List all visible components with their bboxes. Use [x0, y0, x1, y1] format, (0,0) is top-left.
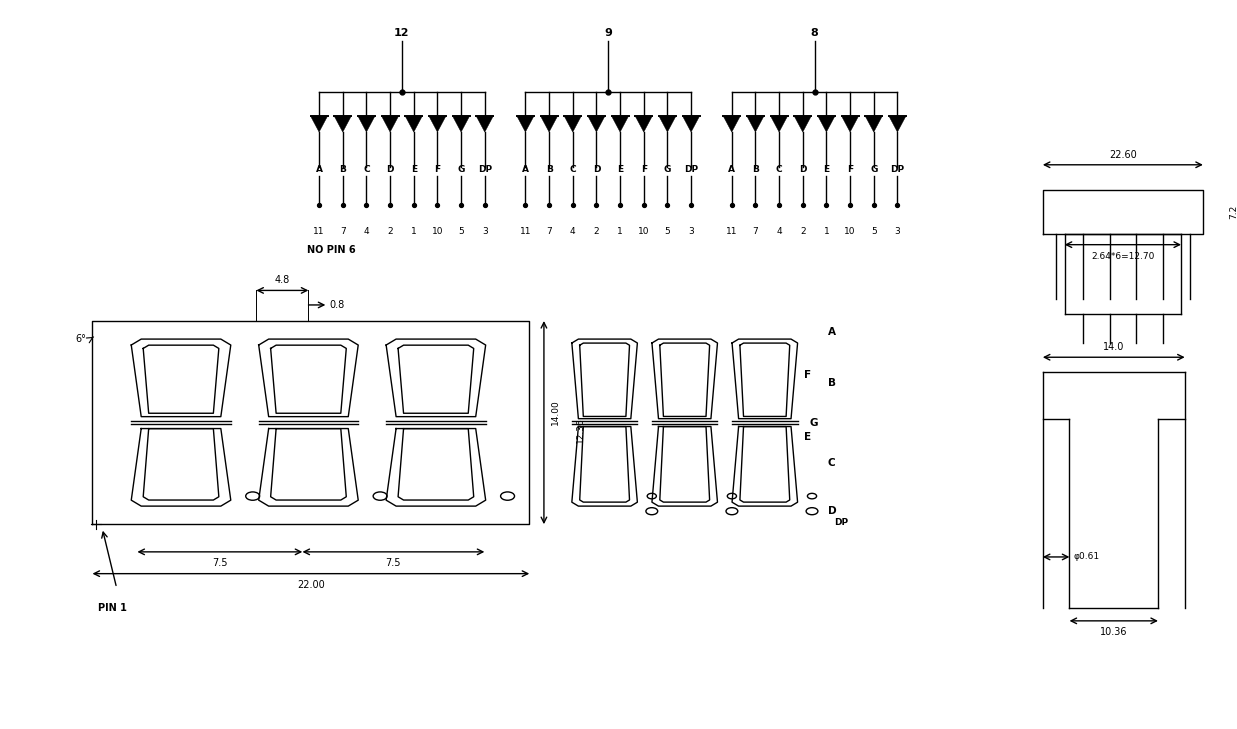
Text: DP: DP: [477, 165, 492, 174]
Polygon shape: [429, 116, 445, 132]
Text: C: C: [569, 165, 576, 174]
Text: 1: 1: [824, 227, 829, 235]
Text: 4.8: 4.8: [275, 276, 289, 285]
Text: 2: 2: [800, 227, 805, 235]
Text: G: G: [458, 165, 465, 174]
Text: DP: DP: [891, 165, 904, 174]
Text: 4: 4: [364, 227, 369, 235]
Polygon shape: [541, 116, 558, 132]
Polygon shape: [310, 116, 328, 132]
Polygon shape: [889, 116, 905, 132]
Text: 10.36: 10.36: [1100, 628, 1127, 637]
Text: A: A: [315, 165, 323, 174]
Text: 7: 7: [547, 227, 552, 235]
Text: 14.00: 14.00: [552, 399, 560, 424]
Text: C: C: [364, 165, 370, 174]
Polygon shape: [334, 116, 351, 132]
Text: 3: 3: [482, 227, 487, 235]
Text: F: F: [804, 370, 810, 381]
Text: PIN 1: PIN 1: [99, 603, 127, 612]
Text: E: E: [411, 165, 417, 174]
Text: 10: 10: [638, 227, 649, 235]
Text: B: B: [828, 378, 836, 388]
Text: D: D: [386, 165, 393, 174]
Text: C: C: [828, 458, 835, 467]
Text: 5: 5: [458, 227, 464, 235]
Text: D: D: [828, 506, 836, 516]
Polygon shape: [747, 116, 764, 132]
Text: NO PIN 6: NO PIN 6: [307, 245, 356, 254]
Text: 1: 1: [411, 227, 417, 235]
Text: C: C: [776, 165, 782, 174]
Text: DP: DP: [834, 518, 849, 526]
Polygon shape: [841, 116, 858, 132]
Polygon shape: [406, 116, 422, 132]
Text: 14.0: 14.0: [1103, 342, 1124, 352]
Text: E: E: [617, 165, 623, 174]
Text: B: B: [752, 165, 758, 174]
Text: 12: 12: [395, 28, 409, 38]
Text: 22.60: 22.60: [1110, 149, 1137, 160]
Text: DP: DP: [684, 165, 698, 174]
Text: 0.8: 0.8: [329, 300, 344, 310]
Text: 2: 2: [594, 227, 599, 235]
Text: 7.5: 7.5: [212, 558, 228, 568]
Polygon shape: [794, 116, 811, 132]
Polygon shape: [771, 116, 788, 132]
Text: B: B: [546, 165, 553, 174]
Text: G: G: [810, 418, 818, 428]
Text: A: A: [828, 327, 836, 337]
Text: 10: 10: [845, 227, 856, 235]
Text: 11: 11: [313, 227, 325, 235]
Text: B: B: [339, 165, 346, 174]
Polygon shape: [381, 116, 398, 132]
Polygon shape: [724, 116, 740, 132]
Text: 10: 10: [432, 227, 443, 235]
Text: 12.36: 12.36: [575, 417, 584, 443]
Text: 1: 1: [617, 227, 623, 235]
Text: 11: 11: [726, 227, 737, 235]
Text: A: A: [729, 165, 735, 174]
Polygon shape: [588, 116, 605, 132]
Text: G: G: [664, 165, 672, 174]
Text: 2.64*6=12.70: 2.64*6=12.70: [1091, 252, 1154, 261]
Polygon shape: [818, 116, 835, 132]
Polygon shape: [564, 116, 581, 132]
Text: E: E: [804, 432, 810, 442]
Polygon shape: [865, 116, 882, 132]
Text: φ0.61: φ0.61: [1074, 553, 1100, 561]
Text: 5: 5: [871, 227, 877, 235]
Text: D: D: [593, 165, 600, 174]
Text: 4: 4: [570, 227, 575, 235]
Text: 22.00: 22.00: [297, 580, 325, 590]
Text: 11: 11: [520, 227, 531, 235]
Text: F: F: [641, 165, 647, 174]
Text: 9: 9: [605, 28, 612, 38]
Polygon shape: [476, 116, 494, 132]
Text: A: A: [522, 165, 529, 174]
Polygon shape: [453, 116, 470, 132]
Text: F: F: [434, 165, 440, 174]
Text: 6°: 6°: [75, 334, 87, 344]
Text: 4: 4: [777, 227, 782, 235]
Text: 7: 7: [340, 227, 345, 235]
Polygon shape: [683, 116, 700, 132]
Text: 7: 7: [752, 227, 758, 235]
Text: G: G: [870, 165, 877, 174]
Text: 2: 2: [387, 227, 393, 235]
Text: 5: 5: [664, 227, 670, 235]
Text: 3: 3: [894, 227, 901, 235]
Polygon shape: [611, 116, 628, 132]
Polygon shape: [517, 116, 534, 132]
Polygon shape: [636, 116, 652, 132]
Text: E: E: [824, 165, 830, 174]
Polygon shape: [357, 116, 375, 132]
Text: F: F: [847, 165, 854, 174]
Text: 7.2: 7.2: [1230, 205, 1237, 219]
Text: D: D: [799, 165, 807, 174]
Polygon shape: [659, 116, 675, 132]
Text: 3: 3: [688, 227, 694, 235]
Text: 8: 8: [810, 28, 819, 38]
Text: 7.5: 7.5: [386, 558, 401, 568]
